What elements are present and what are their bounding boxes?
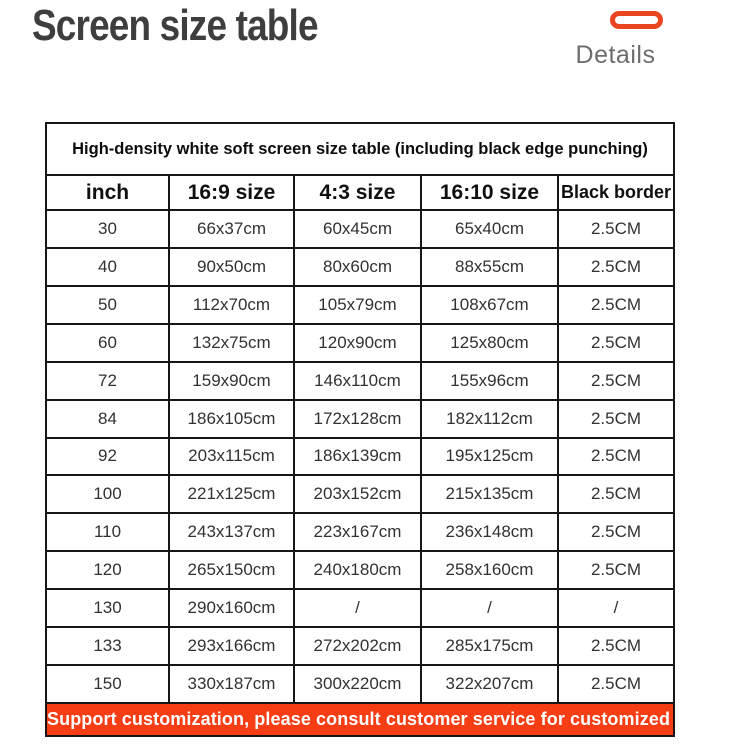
table-cell: 240x180cm <box>293 550 422 591</box>
table-cell: 105x79cm <box>293 284 422 325</box>
table-cell: 2.5CM <box>556 360 676 401</box>
table-cell: 293x166cm <box>168 626 295 667</box>
table-cell: 2.5CM <box>556 398 676 439</box>
table-cell: 172x128cm <box>293 398 422 439</box>
table-cell: 132x75cm <box>168 322 295 363</box>
table-row: 133 293x166cm 272x202cm 285x175cm 2.5CM <box>45 626 676 667</box>
table-row: 40 90x50cm 80x60cm 88x55cm 2.5CM <box>45 246 676 287</box>
table-cell: 120 <box>45 550 170 591</box>
table-cell: 66x37cm <box>168 209 295 249</box>
table-cell: 125x80cm <box>420 322 559 363</box>
table-cell: 236x148cm <box>420 512 559 553</box>
table-body: 30 66x37cm 60x45cm 65x40cm 2.5CM 40 90x50cm 80x… <box>45 209 676 704</box>
table-cell: 72 <box>45 360 170 401</box>
table-row: 120 265x150cm 240x180cm 258x160cm 2.5CM <box>45 550 676 591</box>
table-cell: 112x70cm <box>168 284 295 325</box>
table-cell: 60 <box>45 322 170 363</box>
table-cell: 330x187cm <box>168 664 295 704</box>
customization-banner: Support customization, please consult cu… <box>44 702 676 737</box>
table-row: 100 221x125cm 203x152cm 215x135cm 2.5CM <box>45 474 676 515</box>
table-header-row: inch 16:9 size 4:3 size 16:10 size Black… <box>45 174 676 211</box>
table-cell: 150 <box>45 664 170 704</box>
table-cell: 322x207cm <box>420 664 559 704</box>
table-row: 50 112x70cm 105x79cm 108x67cm 2.5CM <box>45 284 676 325</box>
table-cell: 146x110cm <box>293 360 422 401</box>
table-row: 72 159x90cm 146x110cm 155x96cm 2.5CM <box>45 360 676 401</box>
table-cell: 2.5CM <box>556 322 676 363</box>
table-cell: 203x152cm <box>293 474 422 515</box>
table-cell: 90x50cm <box>168 246 295 287</box>
table-cell: 265x150cm <box>168 550 295 591</box>
table-cell: 223x167cm <box>293 512 422 553</box>
table-cell: 60x45cm <box>293 209 422 249</box>
page-title: Screen size table <box>32 1 319 50</box>
column-header-16-10: 16:10 size <box>420 174 559 211</box>
table-cell: 130 <box>45 588 170 629</box>
table-cell: 110 <box>45 512 170 553</box>
table-cell: / <box>420 588 559 629</box>
table-cell: 133 <box>45 626 170 667</box>
table-row: 110 243x137cm 223x167cm 236x148cm 2.5CM <box>45 512 676 553</box>
table-caption: High-density white soft screen size tabl… <box>44 122 676 176</box>
table-cell: 182x112cm <box>420 398 559 439</box>
table-row: 130 290x160cm / / / <box>45 588 676 629</box>
table-cell: 186x105cm <box>168 398 295 439</box>
table-cell: 2.5CM <box>556 209 676 249</box>
table-cell: 80x60cm <box>293 246 422 287</box>
screen-size-table: High-density white soft screen size tabl… <box>44 122 676 737</box>
table-cell: 2.5CM <box>556 550 676 591</box>
table-cell: 195x125cm <box>420 436 559 477</box>
table-cell: 65x40cm <box>420 209 559 249</box>
pill-outline-icon <box>610 11 663 29</box>
table-cell: 221x125cm <box>168 474 295 515</box>
table-row: 30 66x37cm 60x45cm 65x40cm 2.5CM <box>45 209 676 249</box>
table-cell: 100 <box>45 474 170 515</box>
table-row: 84 186x105cm 172x128cm 182x112cm 2.5CM <box>45 398 676 439</box>
table-cell: 272x202cm <box>293 626 422 667</box>
table-cell: 2.5CM <box>556 246 676 287</box>
table-cell: 285x175cm <box>420 626 559 667</box>
table-cell: 40 <box>45 246 170 287</box>
table-cell: 186x139cm <box>293 436 422 477</box>
details-label: Details <box>575 41 656 69</box>
table-cell: 30 <box>45 209 170 249</box>
column-header-inch: inch <box>45 174 170 211</box>
table-cell: / <box>293 588 422 629</box>
table-cell: 203x115cm <box>168 436 295 477</box>
table-cell: 155x96cm <box>420 360 559 401</box>
table-cell: 108x67cm <box>420 284 559 325</box>
table-row: 150 330x187cm 300x220cm 322x207cm 2.5CM <box>45 664 676 704</box>
table-cell: 84 <box>45 398 170 439</box>
table-cell: 2.5CM <box>556 512 676 553</box>
table-cell: 50 <box>45 284 170 325</box>
table-caption-row: High-density white soft screen size tabl… <box>44 122 676 176</box>
table-cell: 300x220cm <box>293 664 422 704</box>
column-header-4-3: 4:3 size <box>293 174 422 211</box>
column-header-black-border: Black border <box>556 174 676 211</box>
table-cell: 290x160cm <box>168 588 295 629</box>
table-cell: 2.5CM <box>556 664 676 704</box>
table-cell: 2.5CM <box>556 436 676 477</box>
table-cell: 2.5CM <box>556 474 676 515</box>
table-cell: 243x137cm <box>168 512 295 553</box>
table-cell: 215x135cm <box>420 474 559 515</box>
table-cell: 2.5CM <box>556 284 676 325</box>
table-cell: 258x160cm <box>420 550 559 591</box>
table-cell: 120x90cm <box>293 322 422 363</box>
table-cell: 88x55cm <box>420 246 559 287</box>
column-header-16-9: 16:9 size <box>168 174 295 211</box>
table-footer-row: Support customization, please consult cu… <box>44 702 676 737</box>
table-cell: / <box>556 588 676 629</box>
table-row: 92 203x115cm 186x139cm 195x125cm 2.5CM <box>45 436 676 477</box>
table-cell: 92 <box>45 436 170 477</box>
table-row: 60 132x75cm 120x90cm 125x80cm 2.5CM <box>45 322 676 363</box>
table-cell: 2.5CM <box>556 626 676 667</box>
table-cell: 159x90cm <box>168 360 295 401</box>
